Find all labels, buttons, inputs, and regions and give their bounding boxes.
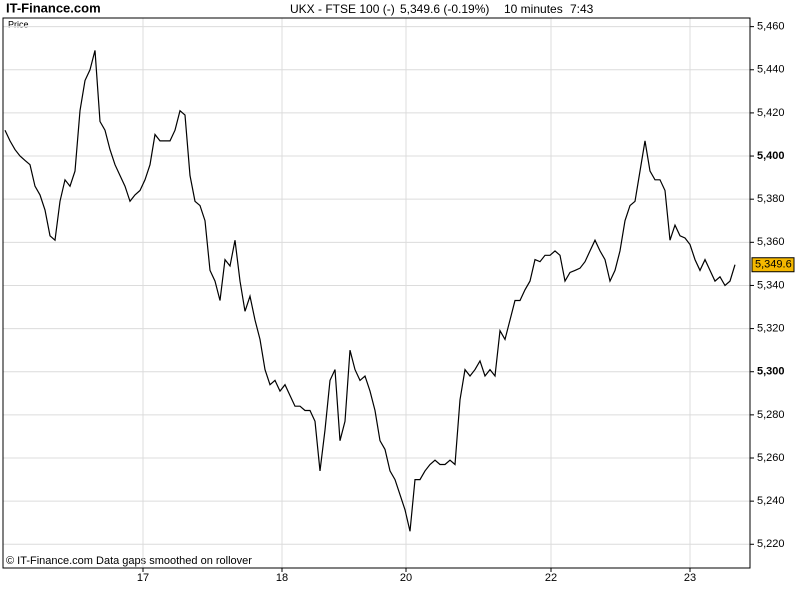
y-tick-label: 5,460 bbox=[757, 21, 785, 33]
y-tick-label: 5,280 bbox=[757, 409, 785, 421]
price: 5,349.6 (-0.19%) bbox=[400, 2, 489, 16]
plot-frame bbox=[2, 17, 751, 569]
last-price-box bbox=[751, 257, 795, 273]
y-axis-label: Price bbox=[8, 19, 29, 29]
last-price-label: 5,349.6 bbox=[755, 259, 792, 271]
x-tick-label: 22 bbox=[545, 572, 557, 584]
time: 7:43 bbox=[570, 2, 594, 16]
site-name: IT-Finance.com bbox=[6, 0, 101, 15]
y-tick-label: 5,260 bbox=[757, 452, 785, 464]
y-tick-label: 5,300 bbox=[757, 366, 785, 378]
y-tick-label: 5,320 bbox=[757, 322, 785, 334]
y-tick-label: 5,400 bbox=[757, 150, 785, 162]
footer: © IT-Finance.com Data gaps smoothed on r… bbox=[6, 555, 252, 567]
y-tick-label: 5,220 bbox=[757, 538, 785, 550]
price-line bbox=[4, 50, 736, 532]
y-tick-label: 5,340 bbox=[757, 279, 785, 291]
x-tick-label: 23 bbox=[684, 572, 696, 584]
x-tick-label: 18 bbox=[276, 572, 288, 584]
y-tick-label: 5,420 bbox=[757, 107, 785, 119]
x-tick-label: 17 bbox=[137, 572, 149, 584]
y-tick-label: 5,440 bbox=[757, 64, 785, 76]
interval: 10 minutes bbox=[504, 2, 563, 16]
x-tick-label: 20 bbox=[400, 572, 412, 584]
symbol: UKX - FTSE 100 (-) bbox=[290, 2, 395, 16]
y-tick-label: 5,240 bbox=[757, 495, 785, 507]
y-tick-label: 5,360 bbox=[757, 236, 785, 248]
y-tick-label: 5,380 bbox=[757, 193, 785, 205]
